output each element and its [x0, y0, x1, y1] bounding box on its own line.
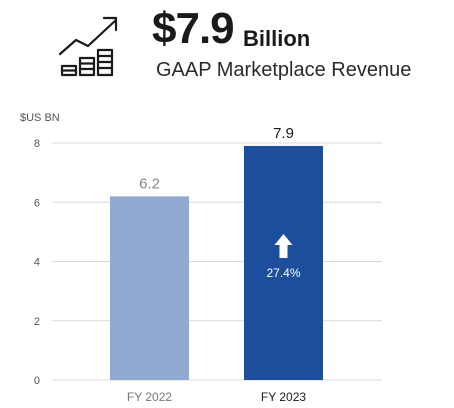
- headline-subtitle: GAAP Marketplace Revenue: [156, 59, 412, 81]
- up-arrow-icon: [274, 234, 293, 258]
- y-tick-label: 4: [34, 257, 40, 269]
- bar: [110, 196, 189, 380]
- y-tick-label: 2: [34, 316, 40, 328]
- y-tick-label: 6: [34, 197, 40, 209]
- growth-annotation: 27.4%: [266, 266, 300, 280]
- y-tick-label: 8: [34, 138, 40, 150]
- headline-value: $7.9: [152, 4, 235, 53]
- bar-value-label: 7.9: [273, 125, 294, 142]
- growth-chart-icon: [58, 16, 118, 77]
- bar-value-label: 6.2: [139, 175, 160, 192]
- x-tick-label: FY 2022: [127, 390, 172, 404]
- y-axis-label: $US BN: [20, 112, 60, 124]
- y-tick-label: 0: [34, 375, 40, 387]
- bar: [244, 145, 323, 380]
- headline-unit: Billion: [243, 26, 311, 51]
- x-tick-label: FY 2023: [261, 390, 306, 404]
